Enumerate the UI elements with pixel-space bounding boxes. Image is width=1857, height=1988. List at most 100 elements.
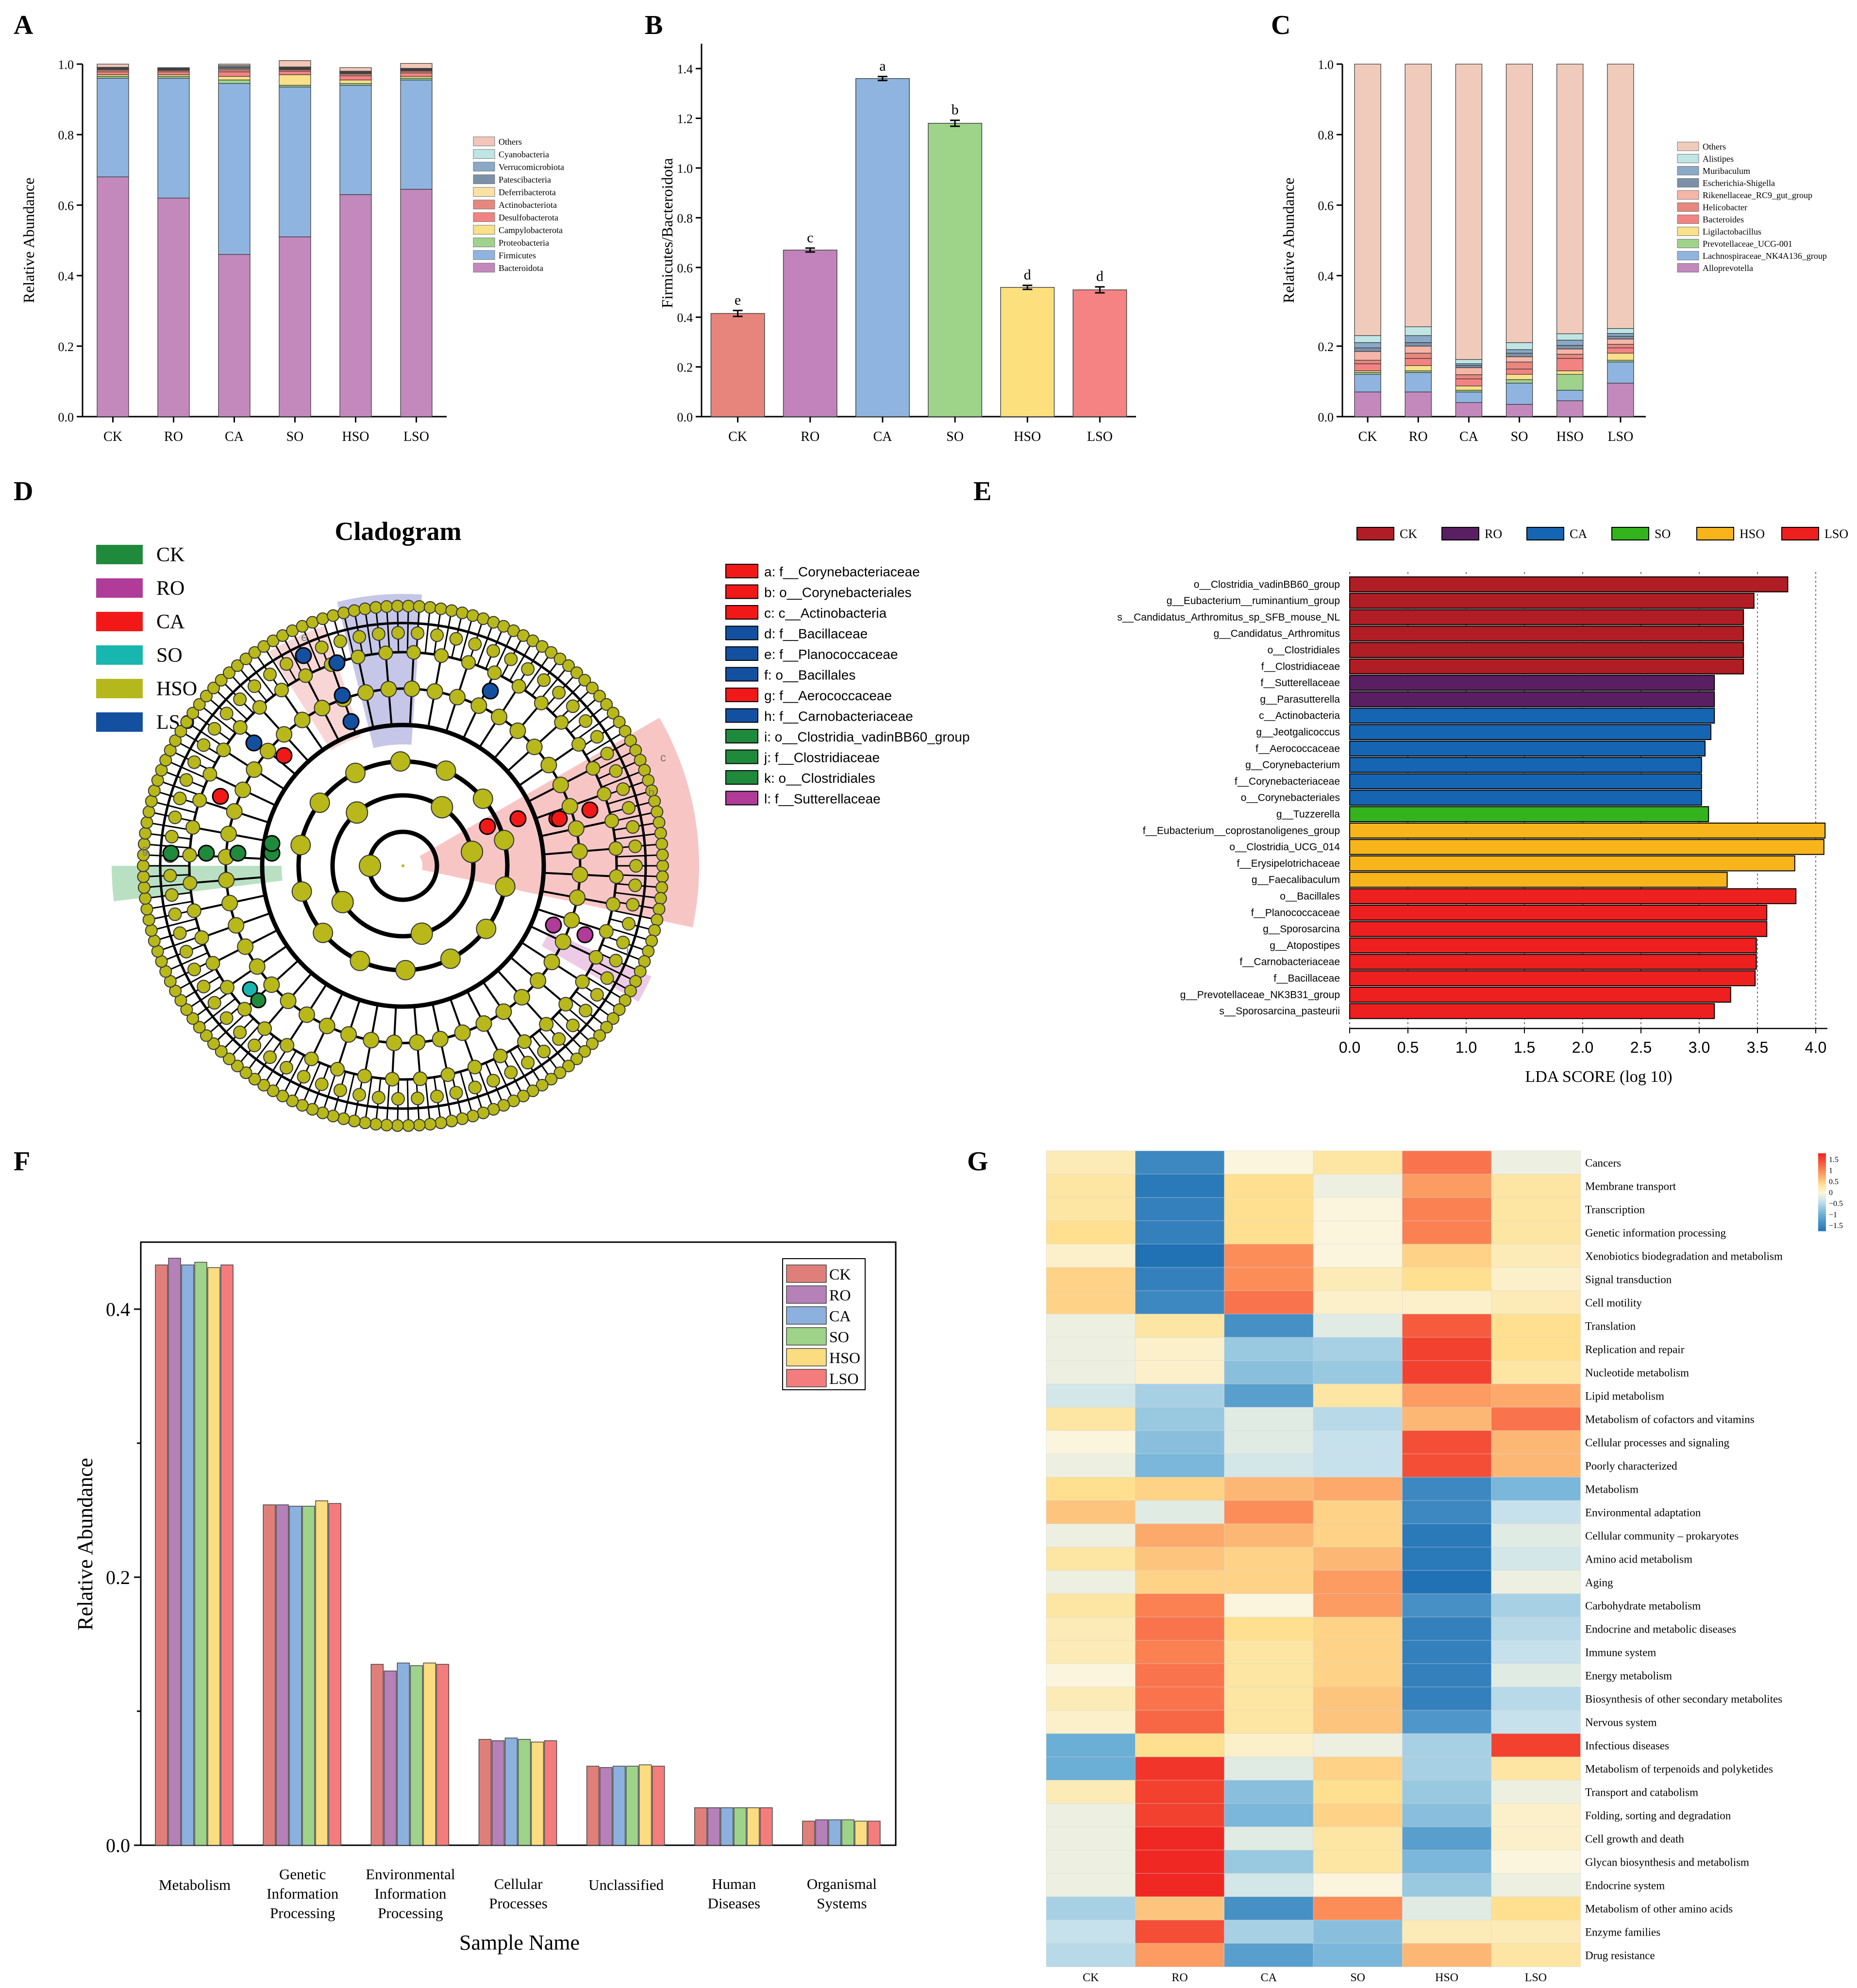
- heatmap-cell: [1402, 1244, 1492, 1268]
- cladogram-leaf: [200, 1029, 213, 1042]
- stacked-bar-segment: [400, 80, 433, 190]
- highlight-sector: [541, 931, 652, 1002]
- cladogram-node: [432, 1030, 449, 1047]
- heatmap-cell: [1135, 1663, 1225, 1687]
- cladogram-node: [315, 1077, 329, 1091]
- cladogram-node: [263, 667, 277, 681]
- heatmap-cell: [1135, 1453, 1225, 1478]
- colorbar-segment: [1818, 1204, 1826, 1206]
- legend-label: Alistipes: [1703, 154, 1734, 164]
- y-axis-title: Relative Abundance: [1280, 178, 1297, 303]
- cladogram-leaf: [562, 659, 575, 672]
- legend-label: Muribaculum: [1703, 166, 1750, 176]
- legend-swatch: [96, 712, 143, 732]
- stacked-bar-segment: [1455, 359, 1483, 364]
- y-tick-label: 0.0: [677, 410, 693, 424]
- taxa-swatch: [725, 625, 758, 640]
- heatmap-cell: [1402, 1756, 1492, 1781]
- biomarker-node: [242, 981, 258, 997]
- cladogram-node: [352, 630, 367, 644]
- cladogram-branch: [202, 998, 236, 1025]
- heatmap-row-label: Lipid metabolism: [1585, 1390, 1664, 1402]
- cladogram-branch: [538, 1030, 566, 1063]
- heatmap-cell: [1313, 1337, 1403, 1361]
- significance-letter: b: [952, 102, 959, 118]
- legend-label: Campylobacterota: [499, 225, 563, 235]
- stacked-bar-segment: [1354, 342, 1381, 349]
- stacked-bar-segment: [339, 194, 372, 417]
- colorbar-segment: [1818, 1182, 1826, 1185]
- panel-letter: D: [14, 476, 33, 506]
- cladogram-branch: [303, 630, 321, 669]
- cladogram-node: [187, 755, 201, 769]
- cladogram-node: [409, 1034, 426, 1051]
- heatmap-row-label: Immune system: [1585, 1647, 1656, 1659]
- x-tick-label: Environmental: [366, 1866, 455, 1883]
- stacked-bar-segment: [1405, 391, 1432, 417]
- lda-bar-label: f__Eubacterium__coprostanoligenes_group: [1143, 825, 1340, 836]
- heatmap-row-label: Carbohydrate metabolism: [1585, 1600, 1701, 1612]
- lda-bar: [1349, 757, 1702, 773]
- stacked-bar-segment: [1405, 342, 1432, 347]
- colorbar-segment: [1818, 1194, 1826, 1196]
- cladogram-leaf: [267, 634, 280, 647]
- cladogram-leaf: [578, 674, 591, 687]
- cladogram-leaf: [137, 881, 151, 894]
- heatmap-cell: [1046, 1850, 1136, 1874]
- heatmap-cell: [1135, 1640, 1225, 1664]
- legend-label: Others: [499, 137, 522, 147]
- legend-label: Cyanobacteria: [499, 150, 549, 159]
- cladogram-node: [431, 796, 453, 819]
- cladogram-leaf: [655, 881, 669, 894]
- legend-swatch: [1356, 527, 1394, 540]
- cladogram-node: [216, 742, 231, 758]
- cladogram-node: [345, 762, 366, 783]
- cladogram-leaf: [586, 1037, 599, 1050]
- heatmap-cell: [1491, 1756, 1581, 1781]
- heatmap-cell: [1046, 1803, 1136, 1827]
- cladogram-branch: [190, 724, 226, 748]
- legend-swatch: [1677, 166, 1699, 175]
- lda-bar-label: f__Planococcaceae: [1251, 907, 1340, 918]
- bar: [586, 1766, 600, 1846]
- heatmap-cell: [1224, 1477, 1314, 1501]
- heatmap-cell: [1224, 1686, 1314, 1711]
- cladogram-node: [604, 813, 619, 828]
- heatmap-row-label: Signal transduction: [1585, 1274, 1672, 1286]
- lda-bar: [1349, 921, 1768, 937]
- cladogram-node: [504, 1065, 518, 1079]
- cladogram-leaf: [423, 601, 436, 614]
- heatmap-row-label: Cell growth and death: [1585, 1833, 1684, 1845]
- x-tick-label: CA: [1459, 429, 1479, 444]
- x-tick-label: Human: [712, 1875, 756, 1892]
- cladogram-branch: [564, 698, 597, 727]
- cladogram-leaf: [239, 1066, 252, 1079]
- heatmap-cell: [1313, 1756, 1403, 1781]
- colorbar-segment: [1818, 1229, 1826, 1231]
- heatmap-cell: [1135, 1337, 1225, 1361]
- cladogram-branch: [406, 611, 409, 653]
- cladogram-leaf: [316, 612, 329, 625]
- cladogram-node: [413, 1071, 428, 1086]
- heatmap-cell: [1313, 1873, 1403, 1897]
- cladogram-branch: [601, 771, 640, 788]
- stacked-bar-segment: [1455, 391, 1483, 403]
- stacked-bar-segment: [279, 60, 311, 67]
- cladogram-leaf: [248, 646, 261, 659]
- cladogram-leaf: [578, 1045, 591, 1058]
- cladogram-leaf: [380, 1118, 393, 1131]
- heatmap-cell: [1046, 1686, 1136, 1711]
- stacked-bar-segment: [1556, 374, 1584, 391]
- legend-swatch: [1441, 527, 1479, 540]
- cladogram-node: [599, 924, 614, 939]
- lda-bar: [1349, 609, 1744, 625]
- cladogram-node: [491, 708, 508, 725]
- cladogram-node: [454, 1024, 471, 1041]
- cladogram-branch: [169, 761, 208, 780]
- cladogram-node: [590, 988, 604, 1002]
- stacked-bar-segment: [1607, 338, 1634, 345]
- cladogram-leaf: [629, 975, 642, 988]
- heatmap-cell: [1402, 1850, 1492, 1874]
- cladogram-branch: [575, 715, 610, 741]
